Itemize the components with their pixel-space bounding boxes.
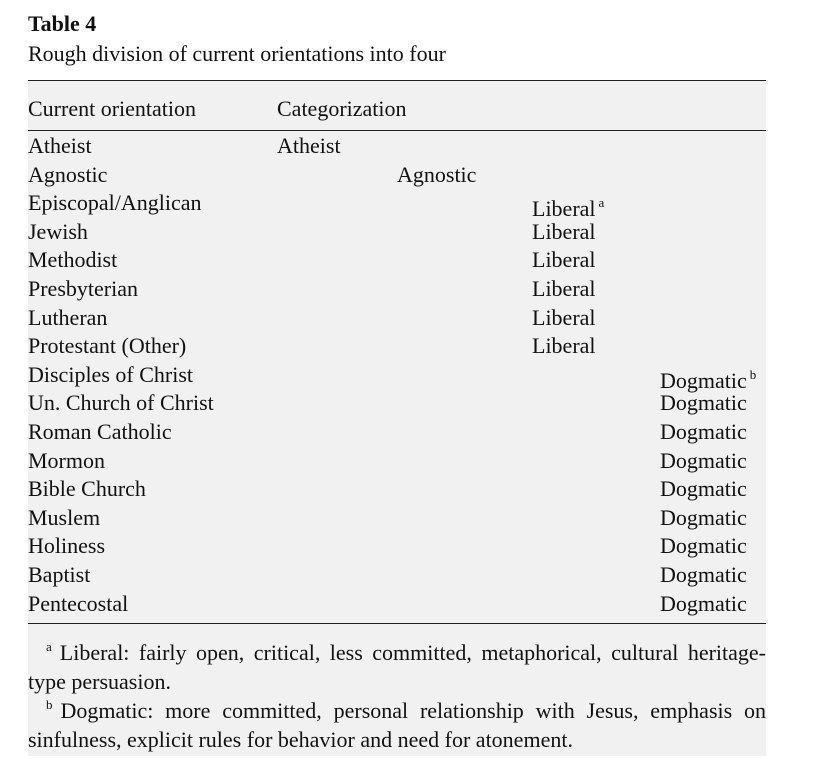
category-text: Dogmatic bbox=[660, 590, 747, 616]
orientation-cell: Lutheran bbox=[28, 304, 108, 330]
table-title: Table 4 bbox=[28, 11, 97, 36]
category-text: Dogmatic bbox=[660, 476, 747, 502]
footnote-text: Liberal: fairly open, critical, less com… bbox=[28, 640, 766, 694]
orientation-cell: Episcopal/Anglican bbox=[28, 190, 202, 216]
footnote-ref: b bbox=[749, 366, 757, 382]
category-cell: Dogmatic bbox=[660, 418, 747, 446]
header-rule bbox=[28, 130, 766, 131]
table-panel bbox=[28, 81, 766, 756]
category-cell: Liberal bbox=[532, 246, 596, 274]
orientation-cell: Baptist bbox=[28, 562, 91, 587]
category-cell: Liberal bbox=[532, 332, 596, 360]
category-cell: Dogmatic bbox=[660, 389, 747, 417]
category-text: Liberal bbox=[532, 276, 596, 301]
footnote-ref: a bbox=[598, 195, 605, 211]
orientation-cell: Protestant (Other) bbox=[28, 333, 187, 359]
category-cell: Liberal a bbox=[532, 189, 604, 223]
footnote-mark: b bbox=[46, 697, 53, 712]
orientation-cell: Muslem bbox=[28, 504, 101, 530]
orientation-cell: Pentecostal bbox=[28, 590, 129, 616]
category-text: Dogmatic bbox=[660, 533, 747, 559]
category-cell: Dogmatic bbox=[660, 561, 747, 589]
category-text: Dogmatic bbox=[660, 419, 747, 444]
category-text: Agnostic bbox=[397, 161, 477, 187]
category-text: Dogmatic bbox=[660, 504, 747, 530]
orientation-cell: Agnostic bbox=[28, 161, 108, 187]
orientation-cell: Methodist bbox=[28, 247, 118, 273]
orientation-cell: Atheist bbox=[28, 133, 92, 158]
category-cell: Liberal bbox=[532, 275, 596, 303]
category-text: Dogmatic bbox=[660, 390, 747, 416]
category-cell: Dogmatic bbox=[660, 504, 747, 532]
category-text: Dogmatic bbox=[660, 447, 747, 473]
footnote-mark: a bbox=[46, 639, 52, 654]
category-text: Dogmatic bbox=[660, 562, 747, 587]
category-cell: Dogmatic b bbox=[660, 361, 756, 395]
orientation-cell: Holiness bbox=[28, 533, 105, 559]
category-cell: Liberal bbox=[532, 218, 596, 246]
orientation-cell: Un. Church of Christ bbox=[28, 390, 214, 416]
orientation-cell: Mormon bbox=[28, 447, 105, 473]
orientation-cell: Presbyterian bbox=[28, 276, 138, 301]
category-text: Liberal bbox=[532, 218, 596, 244]
category-text: Liberal bbox=[532, 304, 596, 330]
column-header: Current orientation bbox=[28, 96, 197, 121]
category-text: Liberal bbox=[532, 333, 596, 359]
orientation-cell: Jewish bbox=[28, 218, 88, 244]
category-text: Dogmatic bbox=[660, 367, 747, 393]
category-text: Liberal bbox=[532, 196, 596, 222]
footnote: a Liberal: fairly open, critical, less co… bbox=[28, 632, 766, 696]
category-cell: Dogmatic bbox=[660, 590, 747, 618]
orientation-cell: Bible Church bbox=[28, 476, 146, 502]
table-caption: Rough division of current orientations i… bbox=[28, 41, 446, 66]
footnote: b Dogmatic: more committed, personal rela… bbox=[28, 690, 766, 754]
bottom-rule bbox=[28, 623, 766, 624]
orientation-cell: Disciples of Christ bbox=[28, 361, 193, 387]
category-cell: Liberal bbox=[532, 304, 596, 332]
category-text: Liberal bbox=[532, 247, 596, 273]
orientation-cell: Roman Catholic bbox=[28, 419, 172, 444]
column-header: Categorization bbox=[277, 96, 407, 121]
footnote-text: Dogmatic: more committed, personal relat… bbox=[28, 698, 766, 752]
category-cell: Dogmatic bbox=[660, 532, 747, 560]
category-text: Atheist bbox=[277, 133, 341, 158]
category-cell: Agnostic bbox=[397, 161, 476, 189]
category-cell: Dogmatic bbox=[660, 447, 747, 475]
category-cell: Atheist bbox=[277, 132, 341, 160]
top-rule bbox=[28, 80, 766, 81]
category-cell: Dogmatic bbox=[660, 475, 747, 503]
